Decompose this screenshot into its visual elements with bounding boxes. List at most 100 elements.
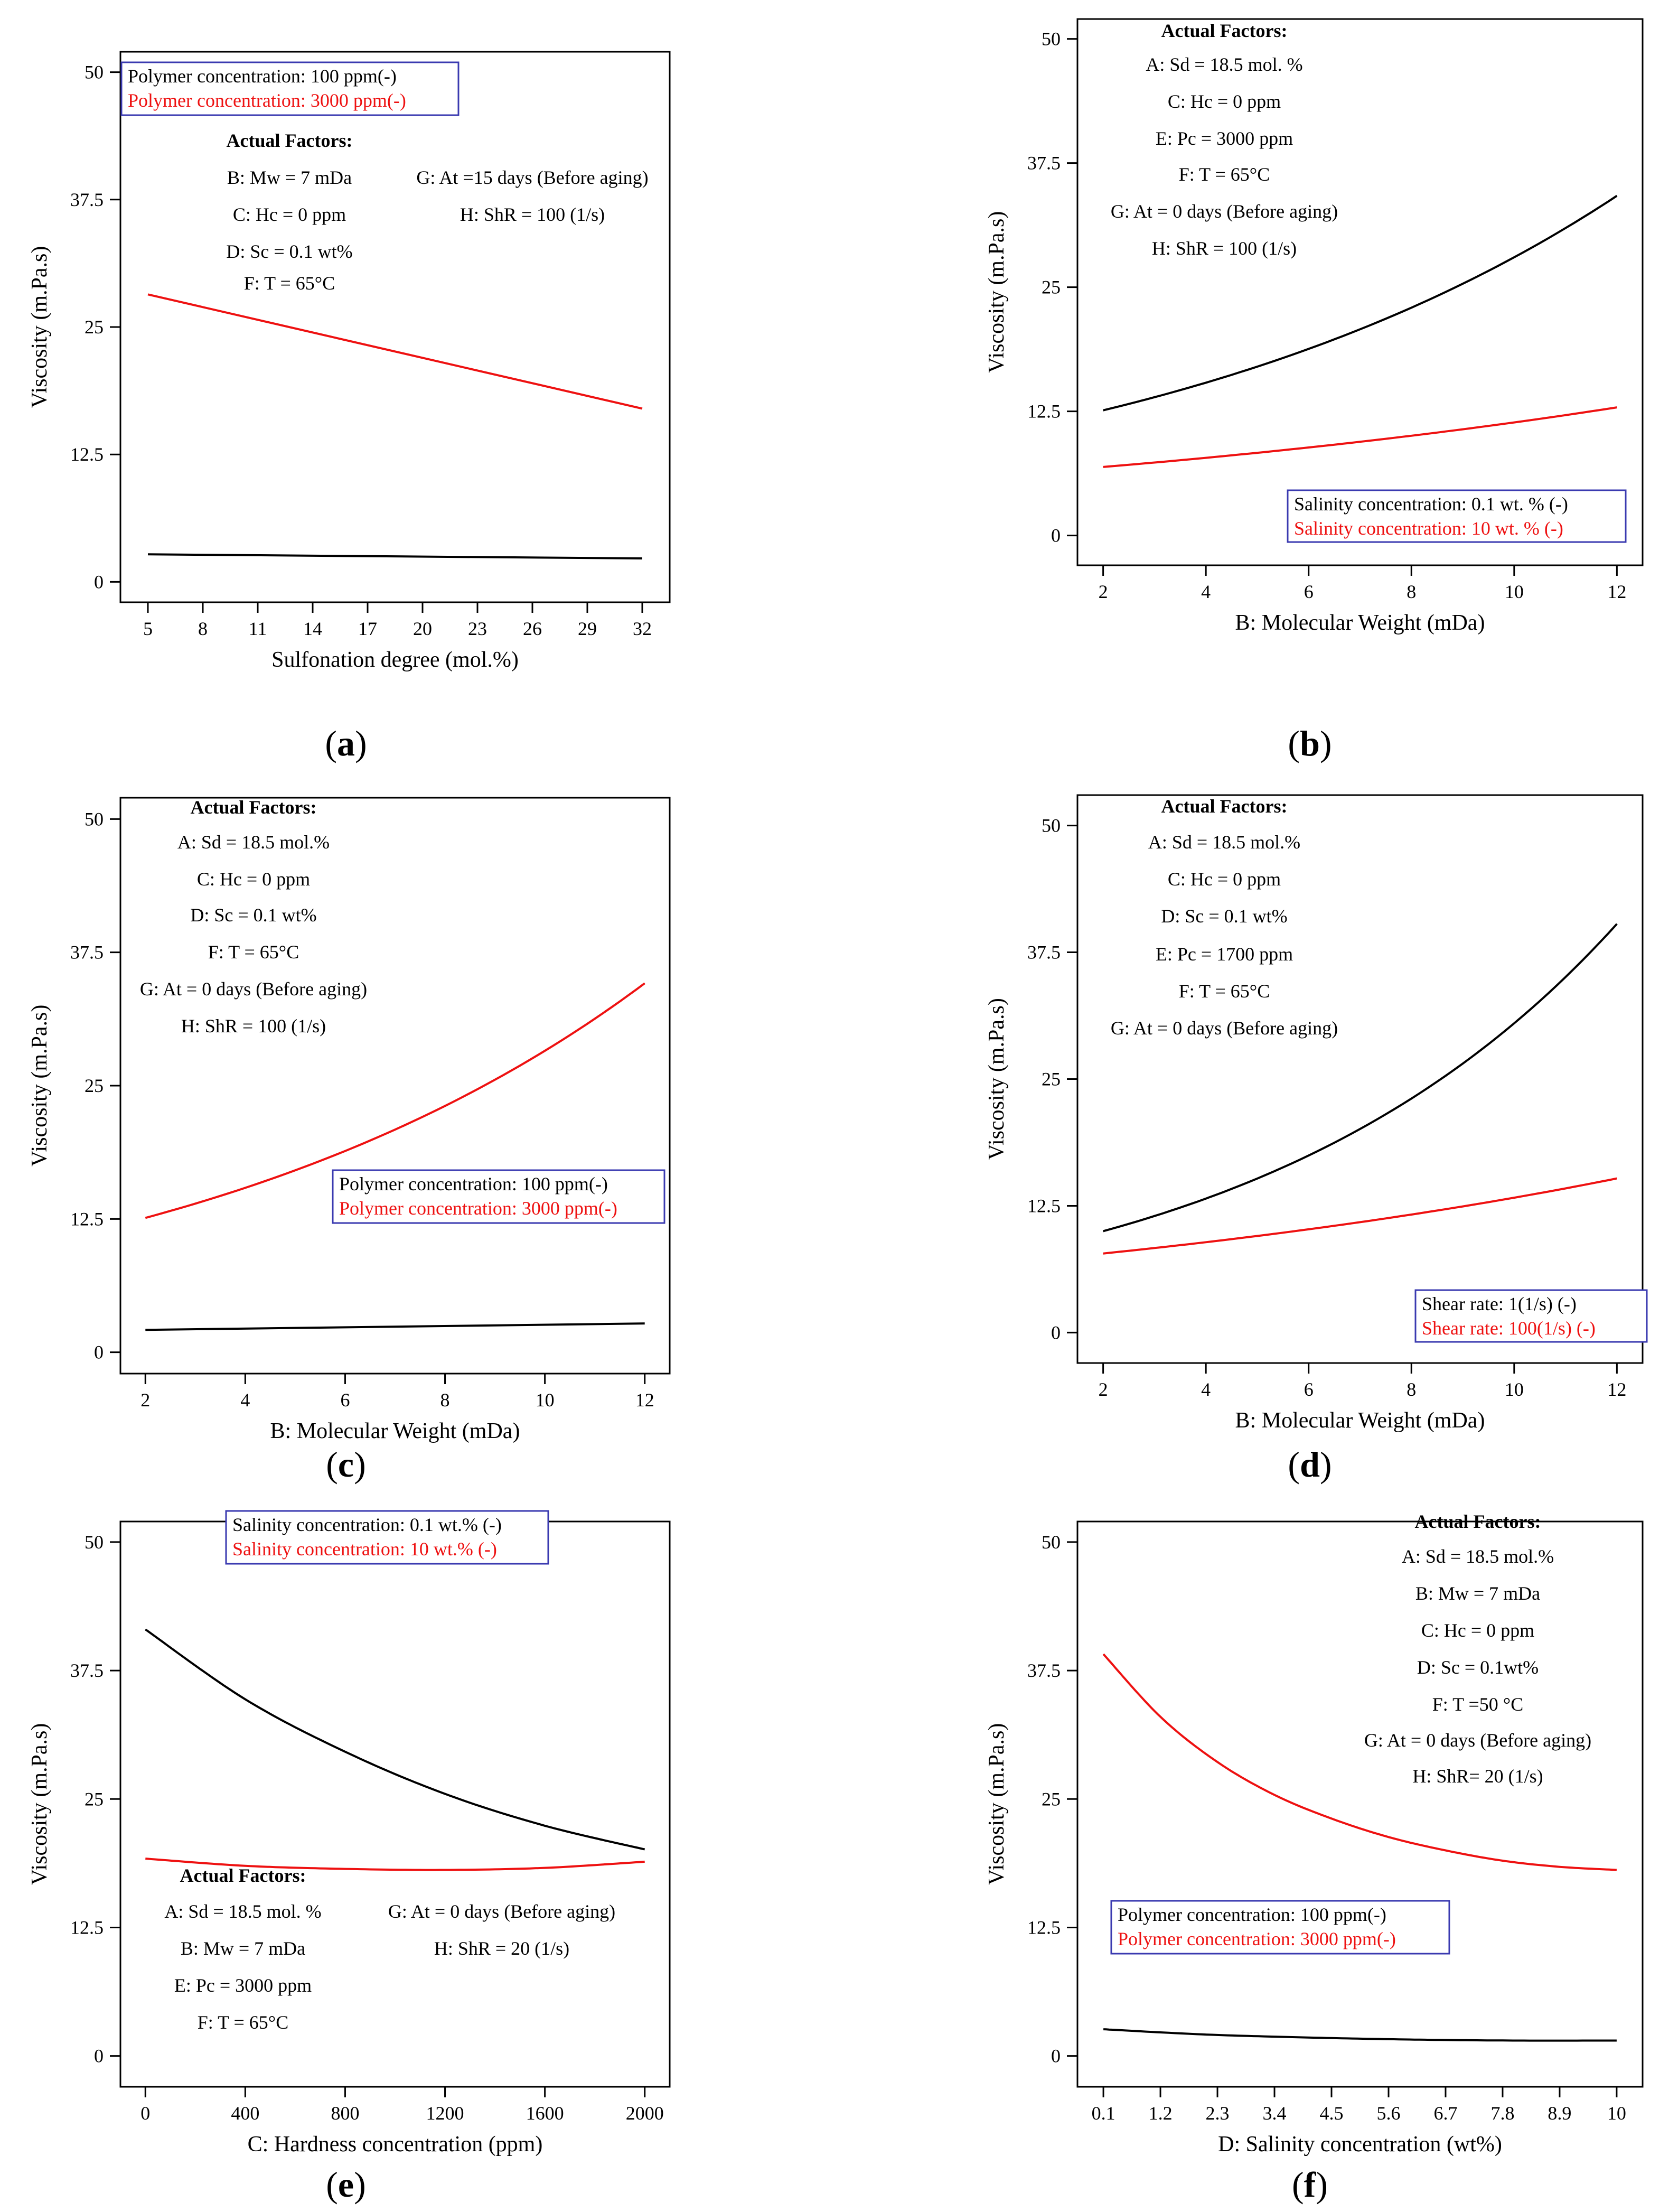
y-tick-label: 50 bbox=[1042, 29, 1061, 50]
factor-item: D: Sc = 0.1 wt% bbox=[226, 241, 352, 262]
factors-title: Actual Factors: bbox=[1161, 796, 1288, 817]
series-line-red bbox=[145, 982, 645, 1219]
x-tick-label: 10 bbox=[536, 1389, 555, 1411]
factor-item: B: Mw = 7 mDa bbox=[181, 1938, 305, 1959]
factor-item: E: Pc = 3000 ppm bbox=[174, 1975, 312, 1996]
x-tick-label: 1200 bbox=[426, 2103, 464, 2124]
actual-factors: Actual Factors: A: Sd = 18.5 mol. % B: Mw … bbox=[164, 1865, 615, 2033]
series-line-red bbox=[1103, 406, 1617, 468]
factors-title: Actual Factors: bbox=[180, 1865, 306, 1886]
x-tick-label: 2 bbox=[140, 1389, 150, 1411]
y-tick-label: 0 bbox=[94, 2046, 104, 2067]
y-tick-label: 12.5 bbox=[1027, 401, 1061, 422]
factor-item: G: At = 0 days (Before aging) bbox=[1111, 1018, 1338, 1039]
factor-item: E: Pc = 3000 ppm bbox=[1156, 128, 1293, 149]
legend-frame bbox=[1110, 1900, 1450, 1955]
x-tick-label: 10 bbox=[1505, 581, 1524, 602]
x-tick-label: 20 bbox=[413, 618, 432, 639]
factor-item: A: Sd = 18.5 mol.% bbox=[1402, 1546, 1554, 1567]
x-tick-label: 8 bbox=[1407, 1379, 1416, 1400]
x-tick-label: 0.1 bbox=[1092, 2103, 1115, 2124]
x-axis-label: B: Molecular Weight (mDa) bbox=[270, 1419, 520, 1443]
x-tick-label: 4 bbox=[1201, 1379, 1211, 1400]
series-line-black bbox=[147, 553, 643, 559]
x-tick-label: 32 bbox=[633, 618, 652, 639]
y-tick-label: 12.5 bbox=[70, 1208, 104, 1229]
x-tick-label: 6.7 bbox=[1433, 2103, 1457, 2124]
plot-frame bbox=[1076, 18, 1644, 566]
panel-label: (f) bbox=[1292, 2164, 1328, 2205]
legend: Salinity concentration: 0.1 wt.% (-) Sali… bbox=[225, 1510, 549, 1565]
x-tick-label: 10 bbox=[1607, 2103, 1626, 2124]
x-tick-label: 4 bbox=[240, 1389, 250, 1411]
actual-factors: Actual Factors: A: Sd = 18.5 mol.% C: Hc =… bbox=[1111, 796, 1338, 1039]
x-tick-label: 6 bbox=[340, 1389, 350, 1411]
panel-label: (a) bbox=[325, 723, 367, 763]
factor-item: H: ShR = 100 (1/s) bbox=[181, 1015, 326, 1037]
y-tick-label: 25 bbox=[1042, 277, 1061, 298]
y-tick-label: 0 bbox=[1051, 525, 1061, 546]
factor-item: B: Mw = 7 mDa bbox=[1415, 1583, 1540, 1604]
x-tick-label: 400 bbox=[231, 2103, 259, 2124]
legend-entry: Polymer concentration: 100 ppm(-) bbox=[339, 1173, 608, 1194]
x-tick-label: 5.6 bbox=[1376, 2103, 1400, 2124]
legend-entry: Shear rate: 100(1/s) (-) bbox=[1422, 1318, 1596, 1339]
x-tick-label: 7.8 bbox=[1490, 2103, 1514, 2124]
factor-item: C: Hc = 0 ppm bbox=[1168, 91, 1281, 112]
chart-panel-a: 0 12.5 25 37.5 50 5 8 11 14 17 20 23 26 29 32 Sulfonati… bbox=[27, 51, 671, 763]
plot-frame bbox=[1076, 794, 1644, 1364]
factor-item: C: Hc = 0 ppm bbox=[197, 869, 310, 890]
series-line-red bbox=[1103, 1177, 1617, 1255]
x-tick-label: 1600 bbox=[526, 2103, 564, 2124]
factor-item: H: ShR = 100 (1/s) bbox=[1152, 238, 1297, 259]
chart-panel-f: 0 12.5 25 37.5 50 0.1 1.2 2.3 3.4 4.5 5.6 6.7 7.8 8.9… bbox=[984, 1511, 1644, 2205]
actual-factors: Actual Factors: A: Sd = 18.5 mol.% B: Mw =… bbox=[1364, 1511, 1591, 1787]
factor-item: D: Sc = 0.1 wt% bbox=[1161, 906, 1287, 927]
panel-label: (d) bbox=[1288, 1444, 1332, 1485]
legend-entry: Salinity concentration: 0.1 wt. % (-) bbox=[1294, 493, 1568, 515]
factor-item: F: T = 65°C bbox=[198, 2012, 288, 2033]
series-line-black bbox=[145, 1628, 645, 1851]
x-tick-label: 10 bbox=[1505, 1379, 1524, 1400]
legend-entry: Shear rate: 1(1/s) (-) bbox=[1422, 1293, 1577, 1314]
legend-entry: Salinity concentration: 10 wt. % (-) bbox=[1294, 518, 1563, 539]
legend-entry: Polymer concentration: 3000 ppm(-) bbox=[339, 1198, 617, 1219]
y-tick-label: 25 bbox=[85, 1075, 104, 1096]
actual-factors: Actual Factors: A: Sd = 18.5 mol. % C: Hc … bbox=[1111, 20, 1338, 259]
y-tick-label: 25 bbox=[1042, 1788, 1061, 1809]
series-line-red bbox=[147, 293, 643, 410]
factors-title: Actual Factors: bbox=[1415, 1511, 1541, 1532]
factor-item: F: T = 65°C bbox=[1179, 164, 1270, 185]
legend-entry: Salinity concentration: 10 wt.% (-) bbox=[232, 1538, 497, 1560]
series-line-red bbox=[145, 1858, 645, 1871]
chart-panel-b: 0 12.5 25 37.5 50 2 4 6 8 10 12 B: Molecular Weight… bbox=[984, 18, 1644, 763]
y-tick-label: 12.5 bbox=[1027, 1917, 1061, 1938]
y-tick-label: 50 bbox=[85, 1532, 104, 1553]
legend-entry: Polymer concentration: 100 ppm(-) bbox=[1118, 1904, 1386, 1925]
x-axis-label: D: Salinity concentration (wt%) bbox=[1218, 2132, 1502, 2157]
factor-item: B: Mw = 7 mDa bbox=[227, 167, 352, 188]
factor-item: F: T =50 °C bbox=[1432, 1694, 1523, 1715]
y-tick-label: 0 bbox=[1051, 1322, 1061, 1343]
y-tick-label: 37.5 bbox=[70, 1660, 104, 1681]
legend-frame bbox=[120, 61, 460, 116]
factor-item: C: Hc = 0 ppm bbox=[233, 204, 346, 225]
factors-title: Actual Factors: bbox=[191, 797, 317, 818]
factor-item: C: Hc = 0 ppm bbox=[1168, 869, 1281, 890]
x-tick-label: 17 bbox=[358, 618, 377, 639]
legend-entry: Polymer concentration: 3000 ppm(-) bbox=[128, 90, 406, 111]
factor-item: A: Sd = 18.5 mol. % bbox=[1146, 54, 1302, 75]
y-tick-label: 0 bbox=[94, 1342, 104, 1363]
y-tick-label: 25 bbox=[85, 316, 104, 338]
factor-item: A: Sd = 18.5 mol. % bbox=[164, 1901, 321, 1922]
factor-item: G: At = 0 days (Before aging) bbox=[140, 978, 367, 1000]
x-tick-label: 29 bbox=[578, 618, 597, 639]
y-tick-label: 50 bbox=[1042, 815, 1061, 836]
y-tick-label: 25 bbox=[1042, 1069, 1061, 1090]
x-tick-label: 2 bbox=[1099, 1379, 1108, 1400]
x-tick-label: 1.2 bbox=[1149, 2103, 1173, 2124]
factor-item: G: At = 0 days (Before aging) bbox=[1111, 201, 1338, 222]
x-tick-label: 4 bbox=[1201, 581, 1211, 602]
x-tick-label: 5 bbox=[143, 618, 153, 639]
factor-item: H: ShR = 20 (1/s) bbox=[434, 1938, 569, 1959]
